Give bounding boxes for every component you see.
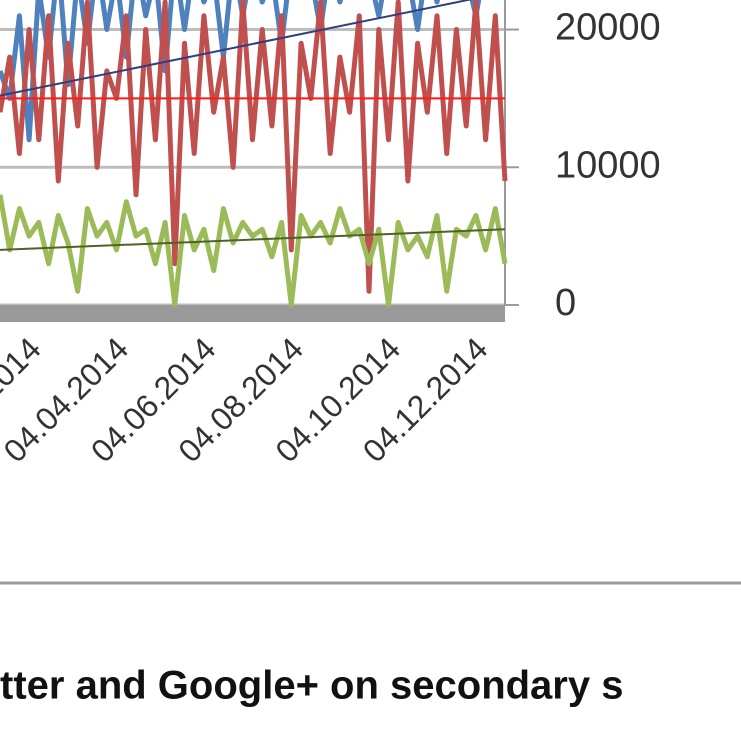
plot-floor — [0, 305, 505, 322]
series-line — [0, 0, 508, 294]
trend-line — [0, 0, 473, 97]
y-tick-label: 20000 — [555, 7, 661, 49]
series-line — [0, 194, 508, 308]
y-tick-label: 10000 — [555, 144, 661, 186]
y-tick-label: 0 — [555, 282, 576, 324]
caption: tter and Google+ on secondary s — [0, 664, 623, 708]
trend-line — [0, 228, 506, 251]
